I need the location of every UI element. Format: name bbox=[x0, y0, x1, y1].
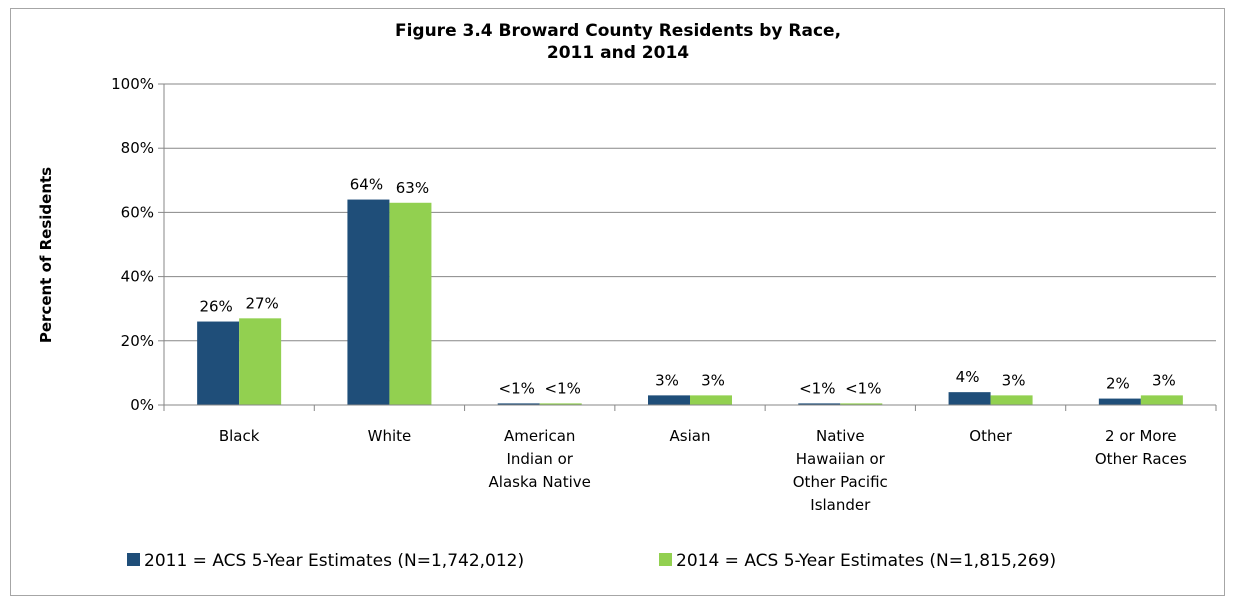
category-label: Black bbox=[219, 427, 260, 445]
data-label: 3% bbox=[655, 371, 679, 389]
data-label: 64% bbox=[350, 176, 383, 194]
bar-series-1 bbox=[497, 403, 540, 405]
data-label: <1% bbox=[799, 379, 835, 397]
bar-series-1 bbox=[948, 392, 991, 405]
chart-title: Figure 3.4 Broward County Residents by R… bbox=[395, 21, 841, 63]
bar-series-2 bbox=[389, 202, 432, 405]
category-label: 2 or More bbox=[1105, 427, 1177, 445]
bars bbox=[197, 199, 1183, 405]
legend-label: 2011 = ACS 5-Year Estimates (N=1,742,012… bbox=[144, 551, 524, 571]
bar-chart: Figure 3.4 Broward County Residents by R… bbox=[37, 21, 1217, 571]
y-axis-ticks: 0% 20% 40% 60% 80% 100% bbox=[111, 75, 164, 414]
bar-series-1 bbox=[347, 199, 390, 405]
bar-series-2 bbox=[990, 395, 1033, 405]
category-labels: Black White American Indian or Alaska Native… bbox=[219, 427, 1187, 514]
category-label: Other Races bbox=[1095, 450, 1187, 468]
data-label: 3% bbox=[1002, 371, 1026, 389]
bar-series-1 bbox=[1098, 398, 1141, 405]
data-label: 63% bbox=[396, 179, 429, 197]
legend-swatch-series-2 bbox=[659, 553, 672, 566]
category-label: White bbox=[368, 427, 412, 445]
chart-title-line: 2011 and 2014 bbox=[547, 43, 689, 63]
data-label: 26% bbox=[199, 298, 232, 316]
bar-series-1 bbox=[197, 321, 240, 405]
bar-series-1 bbox=[648, 395, 690, 405]
category-label: Islander bbox=[810, 496, 871, 514]
y-tick-label: 80% bbox=[121, 139, 154, 157]
chart-frame: Figure 3.4 Broward County Residents by R… bbox=[10, 8, 1225, 596]
bar-series-2 bbox=[239, 318, 282, 405]
data-label: 3% bbox=[1152, 371, 1176, 389]
y-tick-label: 0% bbox=[130, 396, 154, 414]
data-label: 2% bbox=[1106, 375, 1130, 393]
bar-series-2 bbox=[840, 403, 883, 405]
data-label: <1% bbox=[545, 379, 581, 397]
data-label: 27% bbox=[245, 294, 278, 312]
category-label: Hawaiian or bbox=[796, 450, 886, 468]
data-label: <1% bbox=[499, 379, 535, 397]
data-label: 3% bbox=[701, 371, 725, 389]
y-tick-label: 100% bbox=[111, 75, 154, 93]
bar-series-2 bbox=[1140, 395, 1183, 405]
y-tick-label: 60% bbox=[121, 203, 154, 221]
legend-swatch-series-1 bbox=[127, 553, 140, 566]
x-axis bbox=[163, 84, 1217, 411]
y-tick-label: 40% bbox=[121, 268, 154, 286]
category-label: Asian bbox=[670, 427, 711, 445]
category-label: Indian or bbox=[506, 450, 573, 468]
legend-label: 2014 = ACS 5-Year Estimates (N=1,815,269… bbox=[676, 551, 1056, 571]
bar-series-2 bbox=[690, 395, 732, 405]
data-labels: 26% 64% <1% 3% <1% 4% 2% 27% 63% <1% 3% <1% 3% 3% bbox=[199, 176, 1175, 398]
category-label: Other bbox=[969, 427, 1012, 445]
category-label: American bbox=[504, 427, 575, 445]
category-label: Other Pacific bbox=[793, 473, 888, 491]
y-tick-label: 20% bbox=[121, 332, 154, 350]
bar-series-2 bbox=[539, 403, 582, 405]
gridlines bbox=[164, 83, 1216, 342]
legend: 2011 = ACS 5-Year Estimates (N=1,742,012… bbox=[127, 551, 1056, 571]
data-label: <1% bbox=[845, 379, 881, 397]
data-label: 4% bbox=[956, 368, 980, 386]
category-label: Native bbox=[816, 427, 865, 445]
category-label: Alaska Native bbox=[489, 473, 591, 491]
y-axis-label: Percent of Residents bbox=[37, 167, 55, 343]
chart-title-line: Figure 3.4 Broward County Residents by R… bbox=[395, 21, 841, 41]
bar-series-1 bbox=[798, 403, 841, 405]
